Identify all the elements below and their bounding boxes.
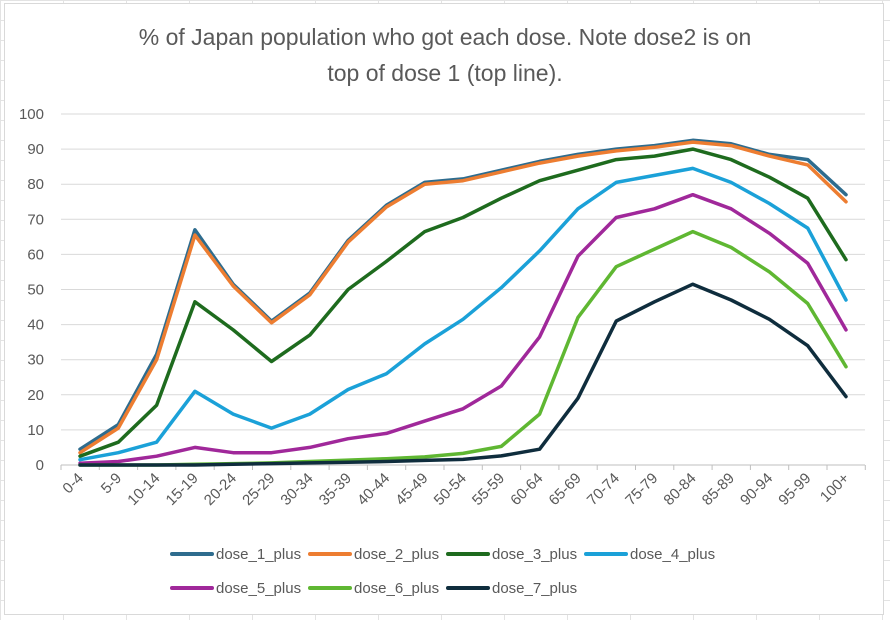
legend-item-dose_5_plus[interactable]: dose_5_plus [170, 580, 301, 597]
series-line-dose_5_plus[interactable] [78, 192, 848, 465]
legend-label: dose_3_plus [492, 546, 577, 563]
legend-label: dose_5_plus [216, 580, 301, 597]
legend-item-dose_6_plus[interactable]: dose_6_plus [308, 580, 439, 597]
series-line-dose_2_plus[interactable] [78, 140, 848, 455]
y-tick-label: 10 [27, 422, 44, 439]
x-tick-label: 15-19 [163, 470, 202, 509]
legend-item-dose_7_plus[interactable]: dose_7_plus [446, 580, 577, 597]
x-tick-label: 5-9 [98, 470, 125, 497]
y-tick-label: 30 [27, 352, 44, 369]
chart-area[interactable] [4, 3, 884, 615]
y-tick-label: 80 [27, 176, 44, 193]
x-tick-label: 25-29 [239, 470, 278, 509]
y-tick-label: 90 [27, 141, 44, 158]
legend-label: dose_2_plus [354, 546, 439, 563]
y-tick-label: 40 [27, 317, 44, 334]
legend-label: dose_7_plus [492, 580, 577, 597]
chart-title-line-2: top of dose 1 (top line). [327, 60, 563, 86]
x-tick-label: 40-44 [354, 470, 393, 509]
series-line-dose_1_plus[interactable] [78, 138, 848, 451]
y-tick-label: 60 [27, 246, 44, 263]
y-tick-label: 0 [36, 457, 44, 474]
x-tick-label: 20-24 [201, 470, 240, 509]
y-tick-label: 50 [27, 282, 44, 299]
y-tick-label: 100 [19, 106, 44, 123]
x-tick-label: 100+ [817, 470, 853, 506]
x-tick-label: 30-34 [277, 470, 316, 509]
legend: dose_1_plus dose_2_plus dose_3_plus dose_4_… [170, 546, 715, 597]
series-line-dose_7_plus[interactable] [78, 282, 848, 467]
legend-label: dose_1_plus [216, 546, 301, 563]
legend-label: dose_4_plus [630, 546, 715, 563]
y-tick-label: 70 [27, 211, 44, 228]
x-tick-label: 75-79 [622, 470, 661, 509]
x-axis-tick-labels: 0-4 5-9 10-14 15-19 20-24 25-29 30-34 35-39 40-4… [59, 470, 853, 509]
x-tick-label: 50-54 [431, 470, 470, 509]
x-tick-label: 60-64 [507, 470, 546, 509]
x-tick-label: 10-14 [124, 470, 163, 509]
x-tick-label: 95-99 [775, 470, 814, 509]
chart-title-line-1: % of Japan population who got each dose.… [138, 24, 752, 50]
plot-gridlines [61, 113, 865, 431]
y-tick-label: 20 [27, 387, 44, 404]
x-tick-label: 90-94 [737, 470, 776, 509]
series-line-dose_3_plus[interactable] [78, 147, 848, 458]
legend-item-dose_4_plus[interactable]: dose_4_plus [584, 546, 715, 563]
legend-item-dose_3_plus[interactable]: dose_3_plus [446, 546, 577, 563]
legend-item-dose_1_plus[interactable]: dose_1_plus [170, 546, 301, 563]
series-lines [78, 138, 848, 467]
legend-item-dose_2_plus[interactable]: dose_2_plus [308, 546, 439, 563]
x-tick-label: 0-4 [59, 470, 86, 497]
x-tick-label: 85-89 [699, 470, 738, 509]
x-tick-label: 70-74 [584, 470, 623, 509]
x-tick-label: 55-59 [469, 470, 508, 509]
series-line-dose_4_plus[interactable] [78, 166, 848, 462]
x-tick-label: 80-84 [660, 470, 699, 509]
x-tick-label: 65-69 [546, 470, 585, 509]
legend-label: dose_6_plus [354, 580, 439, 597]
y-axis-tick-labels: 0 10 20 30 40 50 60 70 80 90 100 [19, 106, 44, 474]
x-tick-label: 45-49 [392, 470, 431, 509]
x-tick-label: 35-39 [316, 470, 355, 509]
